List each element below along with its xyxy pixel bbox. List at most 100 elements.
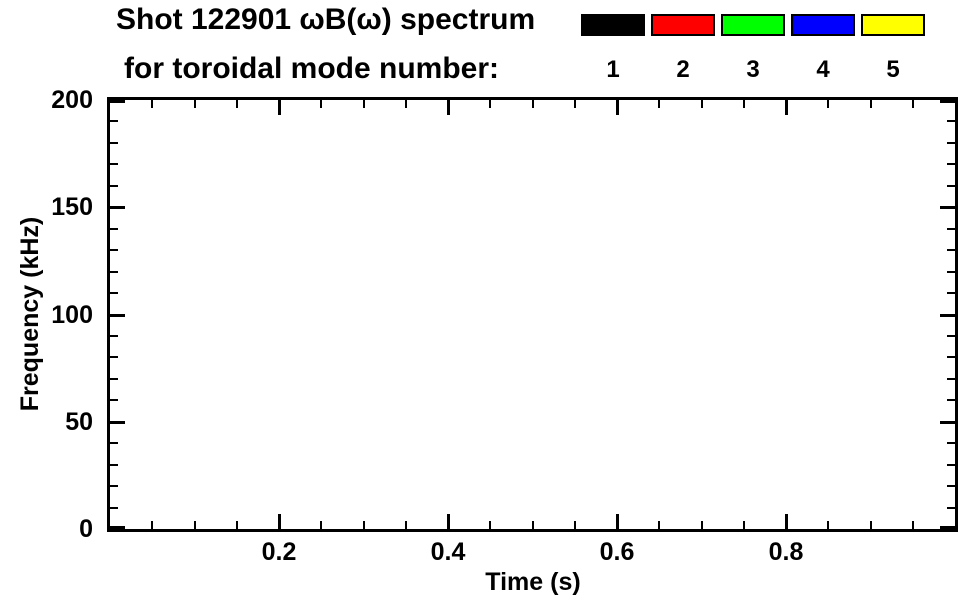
axis-tick — [363, 100, 365, 108]
axis-tick — [110, 142, 118, 144]
y-tick-label: 100 — [51, 300, 93, 329]
legend-number-mode-2: 2 — [676, 56, 690, 83]
x-tick-label: 0.8 — [768, 538, 804, 566]
axis-tick — [110, 205, 125, 209]
axis-tick — [277, 514, 281, 529]
axis-tick — [827, 521, 829, 529]
axis-tick — [947, 120, 955, 122]
axis-tick — [320, 521, 322, 529]
legend-cell-mode-3 — [718, 14, 788, 36]
axis-tick — [947, 292, 955, 294]
axis-tick — [489, 100, 491, 108]
axis-tick — [532, 100, 534, 108]
axis-tick — [870, 521, 872, 529]
axis-tick — [489, 521, 491, 529]
axis-tick — [110, 228, 118, 230]
axis-tick — [870, 100, 872, 108]
axis-tick — [110, 485, 118, 487]
legend-number-mode-1: 1 — [606, 56, 620, 83]
axis-tick — [110, 271, 118, 273]
axis-tick — [277, 100, 281, 115]
axis-tick — [940, 526, 955, 529]
legend-cell-mode-2 — [648, 14, 718, 36]
axis-tick — [947, 378, 955, 380]
axis-tick — [615, 100, 619, 115]
axis-tick — [658, 521, 660, 529]
axis-tick — [110, 335, 118, 337]
legend-number-mode-3: 3 — [746, 56, 760, 83]
axis-tick — [784, 100, 788, 115]
legend-cell-mode-1 — [578, 14, 648, 36]
axis-tick — [947, 356, 955, 358]
axis-tick — [940, 100, 955, 103]
legend-swatch-mode-3 — [721, 14, 785, 36]
axis-tick — [532, 521, 534, 529]
axis-tick — [236, 521, 238, 529]
axis-tick — [784, 514, 788, 529]
legend-cell-mode-5 — [858, 14, 928, 36]
axis-tick — [701, 100, 703, 108]
x-tick-label: 0.6 — [599, 538, 635, 566]
axis-tick — [947, 271, 955, 273]
axis-tick — [947, 185, 955, 187]
axis-tick — [446, 514, 450, 529]
axis-tick — [363, 521, 365, 529]
legend-swatch-mode-5 — [861, 14, 925, 36]
axis-tick — [701, 521, 703, 529]
axis-tick — [940, 420, 955, 424]
legend-swatch-mode-1 — [581, 14, 645, 36]
axis-tick — [574, 100, 576, 108]
axis-tick — [110, 120, 118, 122]
axis-tick — [912, 100, 914, 108]
axis-tick — [574, 521, 576, 529]
axis-tick — [110, 292, 118, 294]
axis-tick — [110, 420, 125, 424]
axis-tick — [947, 442, 955, 444]
legend-swatch-mode-2 — [651, 14, 715, 36]
y-tick-label: 150 — [51, 193, 93, 222]
axis-tick — [912, 521, 914, 529]
axis-tick — [658, 100, 660, 108]
axis-tick — [110, 163, 118, 165]
axis-tick — [320, 100, 322, 108]
legend-number-mode-4: 4 — [816, 56, 830, 83]
axis-tick — [110, 464, 118, 466]
legend-cell-mode-4 — [788, 14, 858, 36]
axis-tick — [110, 313, 125, 317]
axis-tick — [743, 521, 745, 529]
axis-tick — [947, 485, 955, 487]
figure-title: Shot 122901 ωB(ω) spectrum — [116, 3, 536, 36]
axis-tick — [947, 142, 955, 144]
legend-mode-numbers: 1 2 3 4 5 — [578, 55, 928, 85]
axis-tick — [110, 378, 118, 380]
axis-tick — [947, 399, 955, 401]
axis-tick — [194, 521, 196, 529]
axis-tick — [110, 356, 118, 358]
axis-tick — [405, 521, 407, 529]
axis-tick — [151, 521, 153, 529]
figure-subtitle: for toroidal mode number: — [124, 52, 499, 85]
axis-tick — [947, 163, 955, 165]
axis-tick — [110, 442, 118, 444]
x-tick-label: 0.2 — [261, 538, 297, 566]
axis-tick — [236, 100, 238, 108]
y-tick-label: 0 — [79, 515, 93, 543]
legend-number-mode-5: 5 — [886, 56, 900, 83]
axis-tick — [110, 249, 118, 251]
x-axis-title: Time (s) — [485, 568, 581, 596]
legend-swatches — [578, 14, 928, 36]
axis-tick — [151, 100, 153, 108]
axis-tick — [110, 100, 125, 103]
axis-tick — [446, 100, 450, 115]
axis-tick — [110, 399, 118, 401]
axis-tick — [947, 507, 955, 509]
x-tick-label: 0.4 — [430, 538, 466, 566]
axis-tick — [615, 514, 619, 529]
y-tick-label: 200 — [51, 86, 93, 114]
legend-swatch-mode-4 — [791, 14, 855, 36]
axis-tick — [194, 100, 196, 108]
axis-tick — [947, 464, 955, 466]
axis-tick — [743, 100, 745, 108]
axis-tick — [947, 228, 955, 230]
